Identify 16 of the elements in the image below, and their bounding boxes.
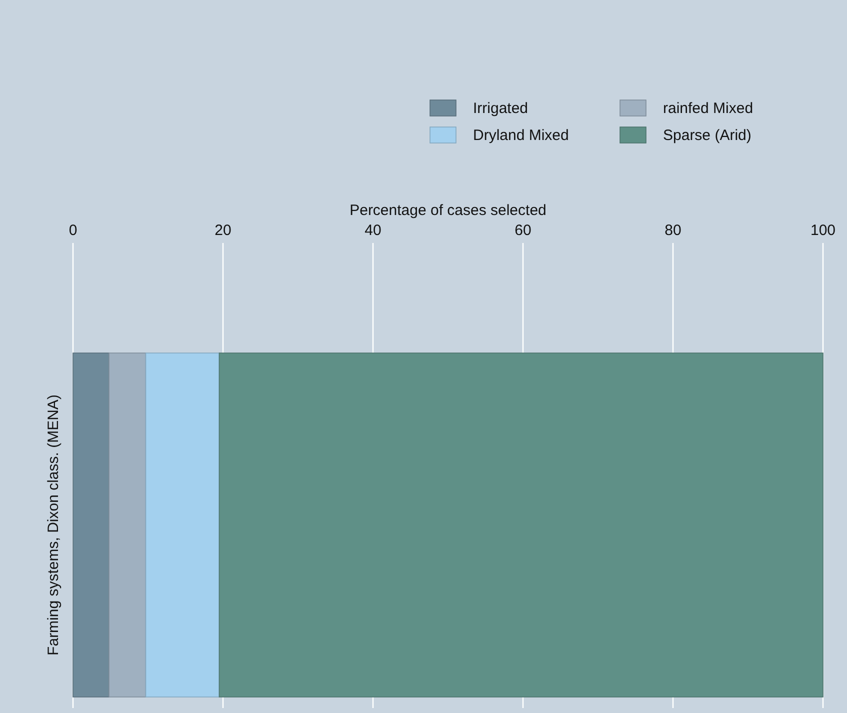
- legend-label: rainfed Mixed: [663, 100, 754, 117]
- x-tick-label: 0: [68, 222, 78, 239]
- bar: [72, 352, 110, 698]
- y-tick-label: Farming systems, Dixon class. (MENA): [45, 394, 62, 656]
- legend-label: Sparse (Arid): [663, 127, 752, 144]
- legend-label: Dryland Mixed: [473, 127, 569, 144]
- x-tick-label: 100: [810, 222, 836, 239]
- bar: [218, 352, 824, 698]
- legend-label: Irrigated: [473, 100, 528, 117]
- bar: [108, 352, 146, 698]
- x-tick-label: 20: [214, 222, 232, 239]
- x-tick-label: 40: [364, 222, 382, 239]
- x-tick-label: 60: [514, 222, 532, 239]
- x-axis-title: Percentage of cases selected: [350, 202, 546, 219]
- x-tick-label: 80: [664, 222, 682, 239]
- bar: [145, 352, 220, 698]
